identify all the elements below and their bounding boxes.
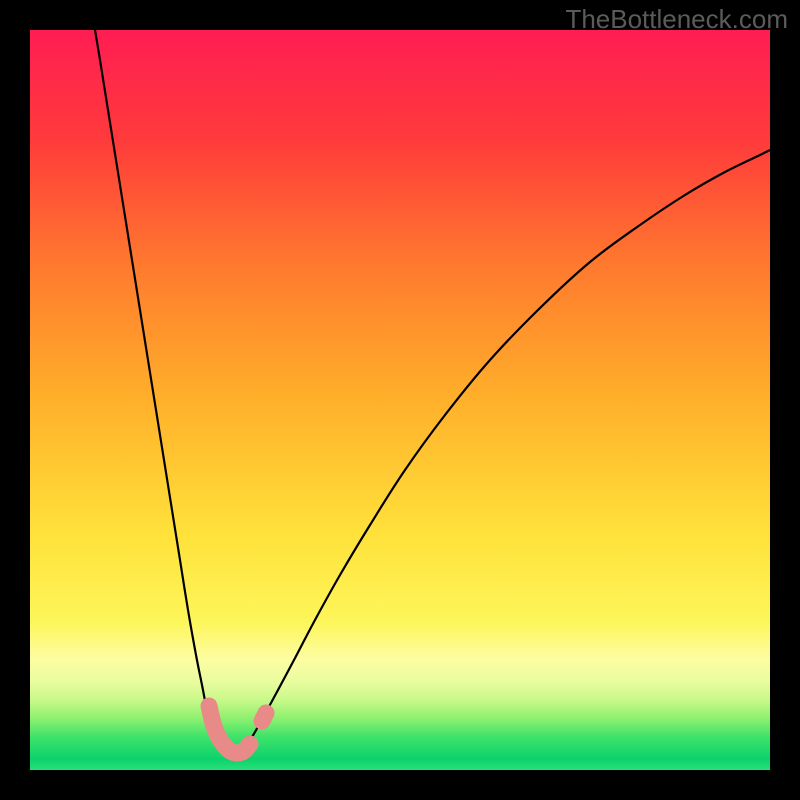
watermark-text: TheBottleneck.com <box>565 4 788 35</box>
plot-frame <box>0 0 800 800</box>
right-curve <box>242 150 770 752</box>
trough-marker-0 <box>209 706 250 753</box>
left-curve <box>95 30 226 752</box>
curves-layer <box>30 30 770 770</box>
trough-marker-1 <box>262 713 266 721</box>
figure-root: TheBottleneck.com <box>0 0 800 800</box>
plot-area <box>30 30 770 770</box>
